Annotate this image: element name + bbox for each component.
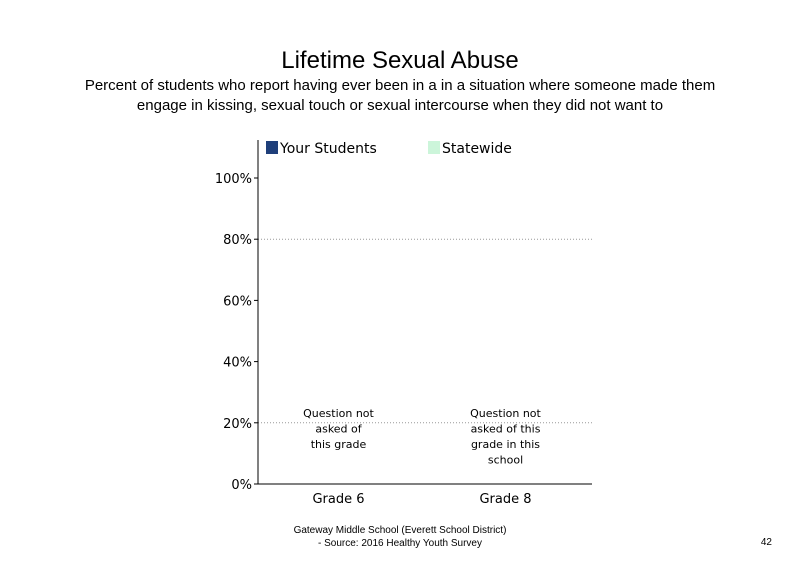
chart-subtitle: Percent of students who report having ev… (84, 77, 716, 114)
legend-swatch (266, 141, 278, 154)
legend-swatch (428, 141, 440, 154)
not-asked-note: grade in this (471, 438, 540, 451)
y-tick-label: 80% (223, 233, 252, 248)
not-asked-note: this grade (311, 438, 367, 451)
legend-label: Statewide (442, 141, 512, 157)
source-footer: Gateway Middle School (Everett School Di… (200, 524, 600, 550)
y-tick-label: 20% (223, 417, 252, 432)
not-asked-note: asked of this (471, 423, 541, 436)
legend-label: Your Students (279, 141, 377, 157)
x-category-label: Grade 8 (479, 492, 531, 507)
not-asked-note: Question not (303, 407, 374, 420)
page-number: 42 (760, 537, 772, 548)
footer-school: Gateway Middle School (Everett School Di… (293, 525, 507, 536)
x-category-label: Grade 6 (312, 492, 364, 507)
not-asked-note: asked of (315, 423, 362, 436)
y-tick-label: 100% (215, 172, 252, 187)
y-tick-label: 0% (231, 478, 252, 493)
y-tick-label: 60% (223, 294, 252, 309)
chart-title: Lifetime Sexual Abuse (281, 47, 519, 74)
y-tick-label: 40% (223, 356, 252, 371)
not-asked-note: school (488, 454, 523, 467)
not-asked-note: Question not (470, 407, 541, 420)
footer-source: - Source: 2016 Healthy Youth Survey (318, 538, 482, 549)
